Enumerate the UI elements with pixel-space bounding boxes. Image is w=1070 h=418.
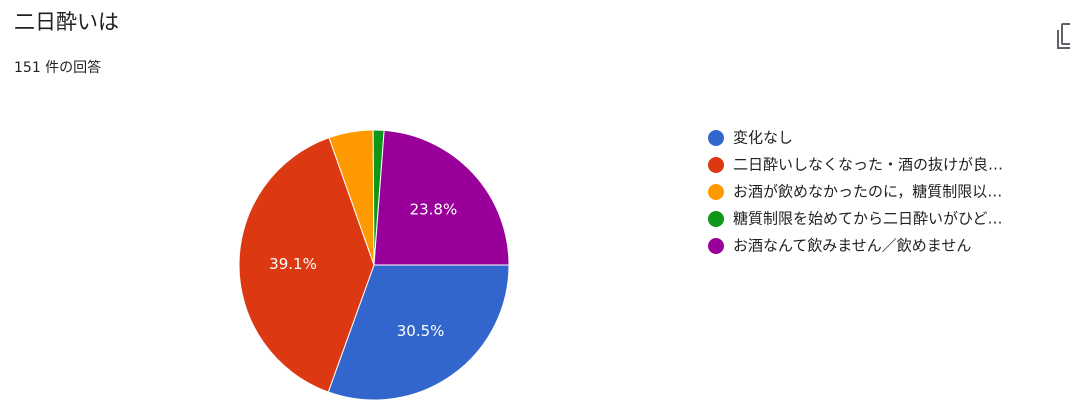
pie-slice (327, 264, 510, 401)
pie-slice (373, 129, 510, 266)
legend-label: お酒なんて飲みません／飲めません (733, 237, 971, 255)
slice-label: 30.5% (397, 322, 445, 340)
legend-swatch (708, 157, 724, 173)
legend-label: お酒が飲めなかったのに，糖質制限以… (733, 183, 1002, 201)
legend-swatch (708, 130, 724, 146)
legend-swatch (708, 211, 724, 227)
legend-label: 変化なし (733, 129, 793, 147)
slice-label: 39.1% (269, 255, 317, 273)
legend-swatch (708, 238, 724, 254)
slice-label: 23.8% (410, 200, 458, 218)
chart-title: 二日酔いは (14, 10, 119, 34)
chart-subtitle: 151 件の回答 (14, 59, 101, 76)
legend-swatch (708, 184, 724, 200)
pie-slice (238, 137, 375, 393)
legend-label: 二日酔いしなくなった・酒の抜けが良… (733, 156, 1003, 174)
copy-icon[interactable] (1057, 23, 1070, 49)
legend-label: 糖質制限を始めてから二日酔いがひど… (733, 210, 1003, 228)
